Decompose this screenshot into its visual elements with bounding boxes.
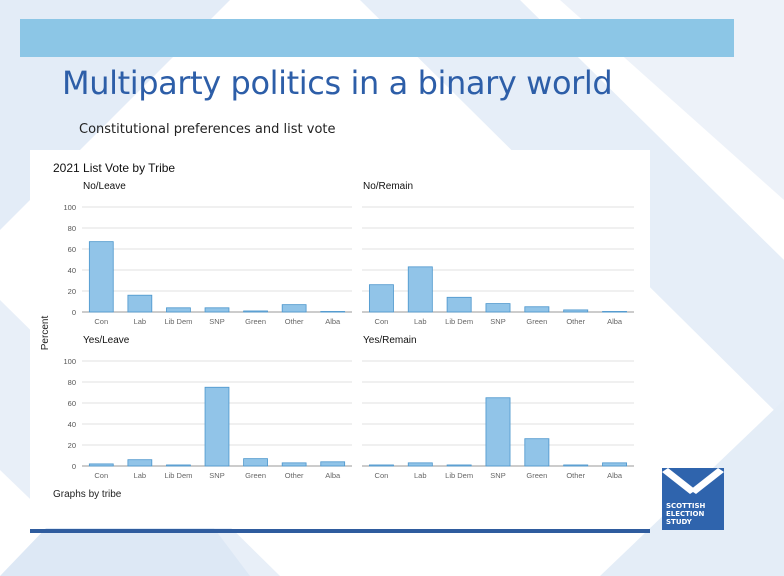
x-tick-label: Green: [245, 317, 266, 326]
x-tick-label: Lab: [414, 471, 427, 480]
y-tick-label: 60: [68, 245, 76, 254]
logo-line: SCOTTISH: [666, 502, 706, 510]
y-tick-label: 0: [72, 308, 76, 317]
x-tick-label: Lib Dem: [164, 471, 192, 480]
y-tick-label: 20: [68, 441, 76, 450]
x-tick-label: Lib Dem: [164, 317, 192, 326]
slide-title: Multiparty politics in a binary world: [62, 64, 613, 102]
x-tick-label: Lab: [414, 317, 427, 326]
bar: [281, 462, 307, 467]
bar: [127, 459, 153, 467]
x-tick-label: Lab: [134, 471, 147, 480]
x-tick-label: Con: [375, 471, 389, 480]
x-tick-label: SNP: [209, 317, 224, 326]
x-tick-label: Green: [526, 317, 547, 326]
bar: [320, 311, 346, 313]
x-tick-label: Alba: [325, 317, 341, 326]
bar: [243, 458, 268, 467]
bar: [563, 309, 589, 313]
bar: [602, 462, 628, 467]
x-tick-label: Green: [245, 471, 266, 480]
chart-note: Graphs by tribe: [53, 489, 122, 500]
y-tick-label: 100: [63, 203, 76, 212]
bar: [88, 241, 114, 313]
x-tick-label: Alba: [325, 471, 341, 480]
panel-title: No/Remain: [363, 181, 413, 192]
saltire-icon: [662, 468, 724, 494]
logo-wordmark: SCOTTISH ELECTION STUDY: [666, 502, 722, 526]
bar: [166, 464, 191, 467]
bar: [602, 311, 628, 313]
bar: [368, 284, 394, 313]
x-tick-label: Other: [566, 317, 585, 326]
bar: [446, 296, 472, 313]
bar: [407, 266, 433, 313]
bar: [485, 397, 511, 467]
y-tick-label: 20: [68, 287, 76, 296]
y-axis-label: Percent: [40, 316, 51, 351]
footer-rule: [30, 529, 650, 533]
y-tick-label: 80: [68, 378, 76, 387]
bar: [524, 438, 550, 467]
x-tick-label: Alba: [607, 471, 623, 480]
x-tick-label: SNP: [490, 471, 505, 480]
bar: [446, 464, 472, 467]
bar: [563, 464, 589, 467]
bar: [204, 307, 230, 313]
x-tick-label: Other: [285, 317, 304, 326]
slide-subtitle: Constitutional preferences and list vote: [79, 122, 336, 137]
chart-title: 2021 List Vote by Tribe: [53, 161, 175, 175]
x-tick-label: Other: [285, 471, 304, 480]
x-tick-label: SNP: [490, 317, 505, 326]
panel-title: Yes/Remain: [363, 335, 417, 346]
x-tick-label: Lib Dem: [445, 471, 473, 480]
x-tick-label: Lab: [134, 317, 147, 326]
bar: [204, 386, 230, 467]
chart-panel: 2021 List Vote by Tribe Percent Graphs by …: [30, 150, 650, 528]
bar: [127, 294, 153, 313]
bar: [407, 462, 433, 467]
bar: [88, 463, 114, 467]
x-tick-label: Con: [375, 317, 389, 326]
x-tick-label: Lib Dem: [445, 317, 473, 326]
y-tick-label: 40: [68, 266, 76, 275]
panel-title: No/Leave: [83, 181, 126, 192]
y-tick-label: 80: [68, 224, 76, 233]
x-tick-label: Con: [94, 317, 108, 326]
bar: [485, 303, 511, 313]
bar: [166, 307, 191, 313]
bar: [368, 464, 394, 467]
x-tick-label: SNP: [209, 471, 224, 480]
bar: [243, 310, 268, 313]
x-tick-label: Other: [566, 471, 585, 480]
y-tick-label: 60: [68, 399, 76, 408]
bar: [524, 306, 550, 313]
scottish-election-study-logo: SCOTTISH ELECTION STUDY: [662, 468, 724, 530]
x-tick-label: Alba: [607, 317, 623, 326]
y-tick-label: 0: [72, 462, 76, 471]
logo-line: ELECTION: [666, 510, 705, 518]
list-vote-chart: 2021 List Vote by Tribe Percent Graphs by …: [40, 161, 634, 500]
y-tick-label: 100: [63, 357, 76, 366]
bar: [281, 304, 307, 313]
x-tick-label: Con: [94, 471, 108, 480]
header-band: [20, 19, 734, 57]
panel-title: Yes/Leave: [83, 335, 130, 346]
bar: [320, 461, 346, 467]
y-tick-label: 40: [68, 420, 76, 429]
logo-line: STUDY: [666, 518, 692, 526]
x-tick-label: Green: [526, 471, 547, 480]
